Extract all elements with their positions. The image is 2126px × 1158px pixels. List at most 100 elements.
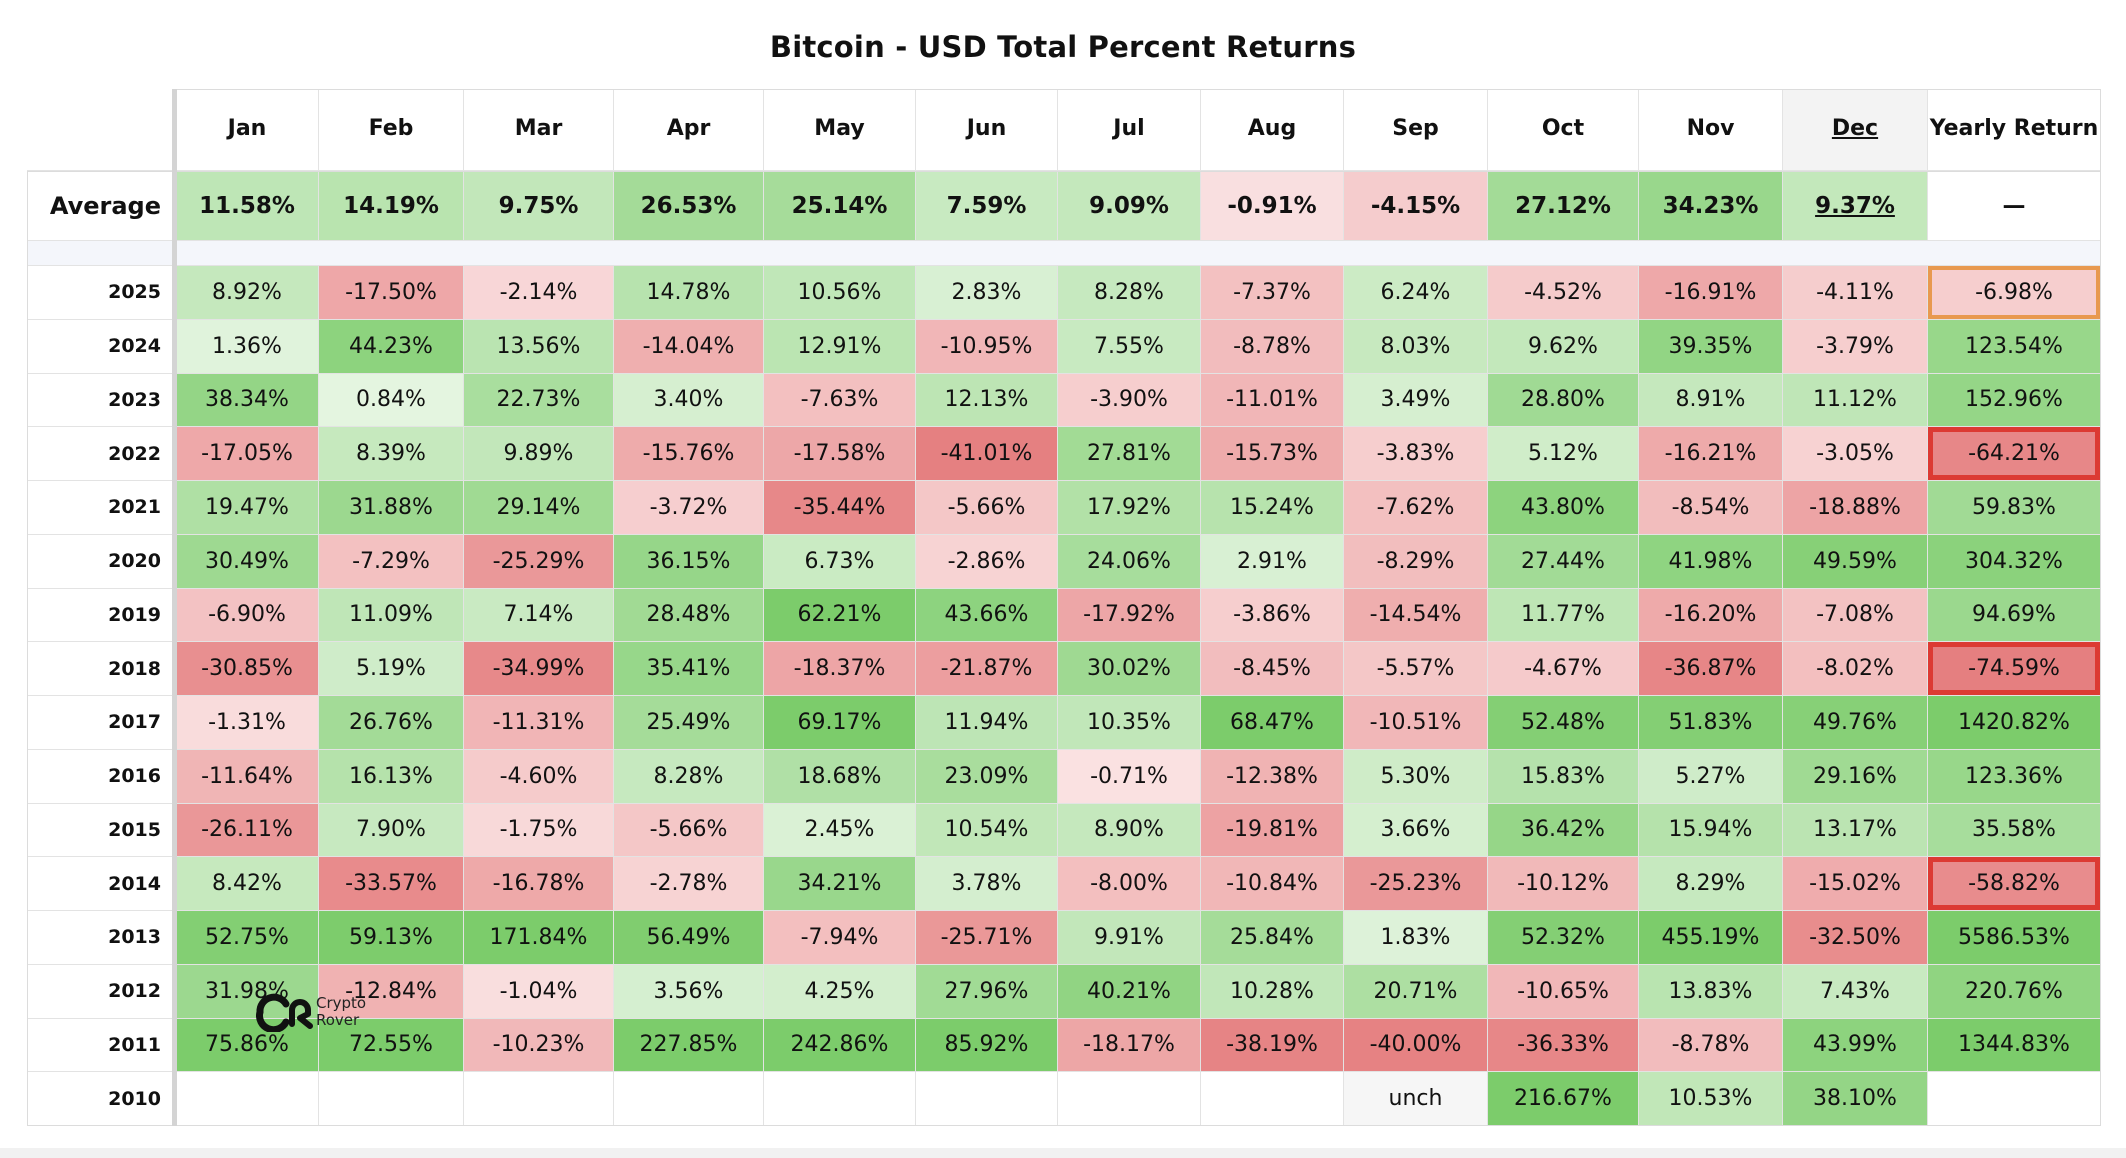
return-cell: -7.94% — [764, 911, 916, 965]
year-label: 2024 — [27, 319, 176, 374]
return-cell: 11.94% — [916, 696, 1058, 750]
return-cell: 43.80% — [1488, 481, 1639, 535]
return-cell: 22.73% — [464, 373, 614, 428]
return-cell: 69.17% — [764, 696, 916, 750]
return-cell: -8.29% — [1344, 534, 1488, 589]
yearly-return-cell: 123.36% — [1928, 749, 2101, 804]
year-label: 2021 — [27, 481, 176, 535]
return-cell: -3.83% — [1344, 427, 1488, 481]
return-cell: -35.44% — [764, 481, 916, 535]
return-cell: 7.14% — [464, 588, 614, 643]
return-cell: 31.88% — [319, 481, 464, 535]
return-cell: -26.11% — [176, 803, 319, 858]
return-cell: -11.31% — [464, 696, 614, 750]
return-cell: -7.63% — [764, 373, 916, 428]
return-cell: 3.56% — [614, 964, 764, 1019]
return-cell: -2.78% — [614, 857, 764, 911]
returns-table: Jan Feb Mar Apr May Jun Jul Aug Sep Oct Nov Dec Year… — [27, 89, 2101, 1126]
return-cell — [764, 1072, 916, 1126]
return-cell: 52.48% — [1488, 696, 1639, 750]
column-header-dec: Dec — [1783, 89, 1928, 171]
return-cell: -7.62% — [1344, 481, 1488, 535]
return-cell: -11.01% — [1201, 373, 1344, 428]
label-column-divider — [172, 89, 177, 1126]
return-cell: -15.76% — [614, 427, 764, 481]
return-cell: 455.19% — [1639, 911, 1783, 965]
return-cell: 13.56% — [464, 319, 614, 374]
return-cell: 43.66% — [916, 588, 1058, 643]
average-cell: 11.58% — [176, 171, 319, 241]
return-cell: -19.81% — [1201, 803, 1344, 858]
return-cell: -33.57% — [319, 857, 464, 911]
return-cell: 8.92% — [176, 266, 319, 320]
average-label: Average — [27, 171, 176, 241]
return-cell: 72.55% — [319, 1018, 464, 1073]
return-cell: -2.14% — [464, 266, 614, 320]
return-cell: 4.25% — [764, 964, 916, 1019]
return-cell: 39.35% — [1639, 319, 1783, 374]
return-cell: -2.86% — [916, 534, 1058, 589]
return-cell: -7.08% — [1783, 588, 1928, 643]
return-cell: 8.28% — [614, 749, 764, 804]
return-cell: -15.73% — [1201, 427, 1344, 481]
return-cell: 49.59% — [1783, 534, 1928, 589]
return-cell: -34.99% — [464, 642, 614, 696]
return-cell: -10.12% — [1488, 857, 1639, 911]
yearly-return-cell: 304.32% — [1928, 534, 2101, 589]
year-label: 2023 — [27, 373, 176, 428]
return-cell: 9.89% — [464, 427, 614, 481]
return-cell: 10.54% — [916, 803, 1058, 858]
return-cell: -8.02% — [1783, 642, 1928, 696]
return-cell: -5.66% — [614, 803, 764, 858]
return-cell: 2.91% — [1201, 534, 1344, 589]
return-cell: -4.60% — [464, 749, 614, 804]
year-label: 2012 — [27, 964, 176, 1019]
return-cell: -16.78% — [464, 857, 614, 911]
return-cell: -14.54% — [1344, 588, 1488, 643]
return-cell: 216.67% — [1488, 1072, 1639, 1126]
return-cell: 8.42% — [176, 857, 319, 911]
return-cell: 1.83% — [1344, 911, 1488, 965]
return-cell: 11.77% — [1488, 588, 1639, 643]
column-header-oct: Oct — [1488, 89, 1639, 171]
return-cell: 38.34% — [176, 373, 319, 428]
return-cell — [319, 1072, 464, 1126]
year-label: 2019 — [27, 588, 176, 643]
return-cell: -17.58% — [764, 427, 916, 481]
yearly-return-cell: 152.96% — [1928, 373, 2101, 428]
return-cell: 8.29% — [1639, 857, 1783, 911]
return-cell: -18.37% — [764, 642, 916, 696]
return-cell — [1201, 1072, 1344, 1126]
return-cell: 15.83% — [1488, 749, 1639, 804]
return-cell: 51.83% — [1639, 696, 1783, 750]
watermark-line-1: Crypto — [316, 994, 367, 1012]
return-cell: -38.19% — [1201, 1018, 1344, 1073]
average-cell: -4.15% — [1344, 171, 1488, 241]
yearly-return-cell: 123.54% — [1928, 319, 2101, 374]
return-cell: -12.84% — [319, 964, 464, 1019]
return-cell: 11.09% — [319, 588, 464, 643]
return-cell: 9.91% — [1058, 911, 1201, 965]
yearly-return-cell: 1344.83% — [1928, 1018, 2101, 1073]
return-cell — [916, 1072, 1058, 1126]
column-header-apr: Apr — [614, 89, 764, 171]
return-cell: -4.67% — [1488, 642, 1639, 696]
return-cell: 8.28% — [1058, 266, 1201, 320]
return-cell: 17.92% — [1058, 481, 1201, 535]
average-cell: — — [1928, 171, 2101, 241]
year-label: 2018 — [27, 642, 176, 696]
return-cell: -36.33% — [1488, 1018, 1639, 1073]
return-cell: -40.00% — [1344, 1018, 1488, 1073]
return-cell: 3.66% — [1344, 803, 1488, 858]
return-cell: 3.49% — [1344, 373, 1488, 428]
yearly-return-cell: 1420.82% — [1928, 696, 2101, 750]
return-cell: 9.62% — [1488, 319, 1639, 374]
return-cell: -1.75% — [464, 803, 614, 858]
return-cell: -18.17% — [1058, 1018, 1201, 1073]
return-cell: -5.66% — [916, 481, 1058, 535]
return-cell: -4.52% — [1488, 266, 1639, 320]
return-cell: 34.21% — [764, 857, 916, 911]
return-cell: 14.78% — [614, 266, 764, 320]
column-header-aug: Aug — [1201, 89, 1344, 171]
return-cell: 5.12% — [1488, 427, 1639, 481]
